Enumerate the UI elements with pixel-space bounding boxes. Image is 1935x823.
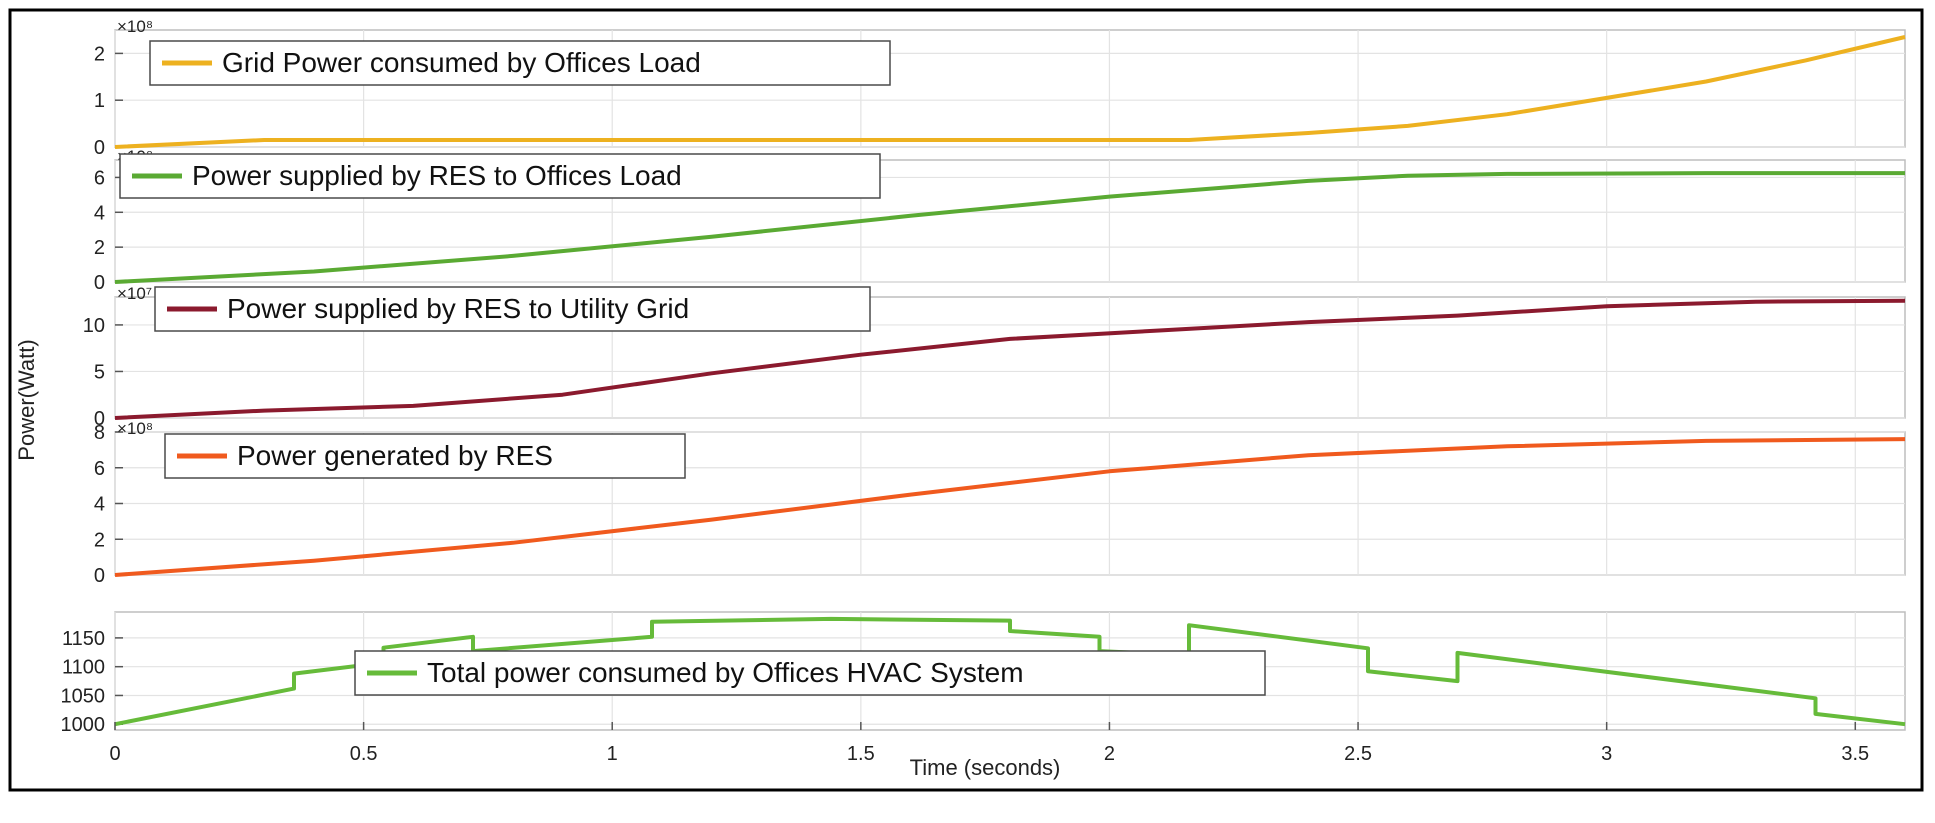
x-tick-label: 1: [607, 743, 618, 765]
y-tick-label: 2: [94, 43, 105, 65]
y-tick-label: 2: [94, 237, 105, 259]
y-exponent-label: ×10⁸: [117, 17, 153, 36]
series-line: [114, 35, 1906, 149]
legend-box: [119, 153, 881, 199]
y-tick-label: 0: [94, 408, 105, 430]
y-tick-label: 0: [94, 272, 105, 294]
x-axis-label: Time (seconds): [910, 755, 1061, 780]
series-line: [114, 298, 1906, 420]
series-line: [114, 171, 1905, 284]
y-tick-label: 1050: [61, 685, 106, 707]
legend-box: [164, 433, 686, 479]
legend-box: [149, 40, 891, 86]
y-axis-label: Power(Watt): [14, 339, 39, 460]
x-tick-label: 3.5: [1841, 743, 1869, 765]
y-tick-label: 6: [94, 167, 105, 189]
y-tick-label: 1100: [62, 657, 105, 679]
y-tick-label: 6: [94, 458, 105, 480]
y-tick-label: 1150: [62, 628, 105, 650]
y-tick-label: 1: [94, 90, 105, 112]
y-tick-label: 0: [94, 137, 105, 159]
x-tick-label: 2: [1104, 743, 1115, 765]
x-tick-label: 2.5: [1344, 743, 1372, 765]
y-tick-label: 8: [94, 422, 105, 444]
y-tick-label: 10: [83, 315, 105, 337]
y-tick-label: 2: [94, 529, 105, 551]
panels: 0 1 2 ×10⁸ Grid Power consumed by Offices Lo…: [61, 17, 1906, 765]
x-tick-label: 0.5: [350, 743, 378, 765]
y-exponent-label: ×10⁸: [117, 419, 153, 438]
y-tick-label: 4: [94, 494, 105, 516]
legend-label: Power generated by RES: [237, 440, 553, 471]
panel-4: 0 2 4 6 8 ×10⁸ Power generated by RES: [94, 419, 1906, 587]
y-tick-label: 0: [94, 565, 105, 587]
series-line: [114, 437, 1906, 577]
panel-1: 0 1 2 ×10⁸ Grid Power consumed by Offices Lo…: [94, 17, 1906, 159]
y-tick-label: 5: [94, 361, 105, 383]
legend-label: Total power consumed by Offices HVAC Sys…: [427, 657, 1024, 688]
y-tick-label: 4: [94, 202, 105, 224]
x-tick-label: 3: [1601, 743, 1612, 765]
legend-label: Power supplied by RES to Offices Load: [192, 160, 682, 191]
panel-3: 0 5 10 ×10⁷ Power supplied by RES to Utility…: [83, 284, 1906, 430]
legend-label: Grid Power consumed by Offices Load: [222, 47, 701, 78]
x-tick-label: 0: [109, 743, 120, 765]
y-exponent-label: ×10⁷: [117, 284, 152, 303]
legend-box: [354, 650, 1266, 696]
y-tick-label: 1000: [61, 714, 106, 736]
legend-label: Power supplied by RES to Utility Grid: [227, 293, 689, 324]
panel-5: 1000 1050 1100 1150 Total power consumed by …: [61, 611, 1906, 765]
legend-box: [154, 286, 871, 332]
x-tick-label: 1.5: [847, 743, 875, 765]
